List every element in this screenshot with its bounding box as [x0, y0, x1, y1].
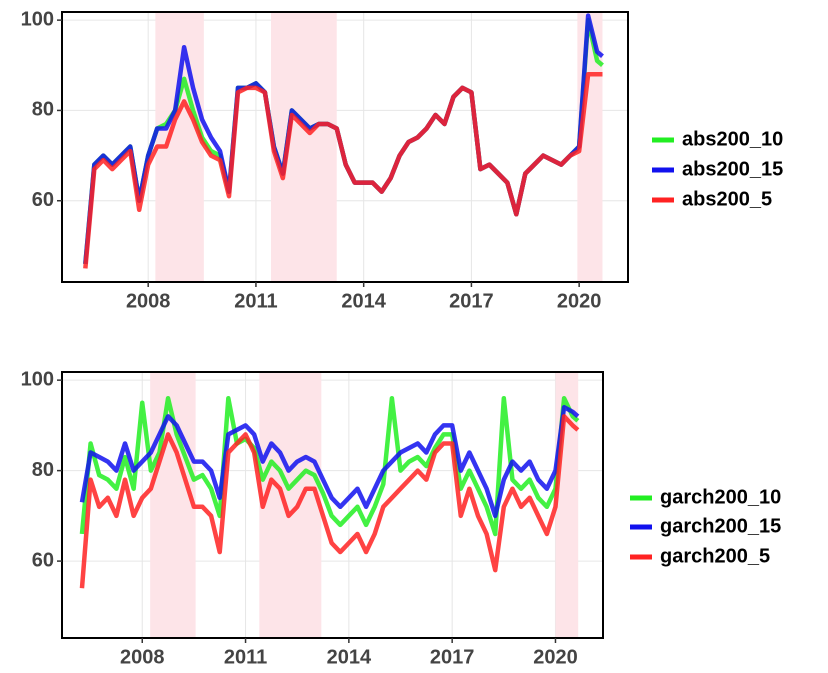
shaded-band — [271, 12, 337, 282]
y-tick-label: 80 — [32, 459, 54, 481]
y-tick-label: 100 — [21, 8, 54, 30]
x-tick-label: 2011 — [234, 290, 277, 312]
x-tick-label: 2008 — [120, 646, 165, 668]
y-tick-label: 60 — [32, 549, 54, 571]
x-tick-label: 2014 — [341, 290, 386, 312]
y-tick-label: 60 — [32, 189, 54, 211]
x-tick-label: 2020 — [533, 646, 578, 668]
panel-border — [61, 371, 604, 639]
legend-label: abs200_15 — [682, 158, 783, 180]
x-tick-label: 2020 — [557, 290, 602, 312]
legend-label: abs200_10 — [682, 128, 783, 150]
y-tick-label: 80 — [32, 99, 54, 121]
legend-label: garch200_15 — [660, 515, 781, 537]
chart: garch200_10 garch200_15 garch200_5 2008 2011… — [21, 368, 782, 668]
chart: abs200_10 abs200_15 abs200_5 2008 2011 2014 20… — [21, 8, 784, 312]
legend-label: garch200_5 — [660, 545, 770, 567]
series-line — [79, 405, 580, 519]
x-tick-label: 2017 — [430, 646, 475, 668]
x-tick-label: 2011 — [224, 646, 267, 668]
panel — [62, 12, 628, 282]
legend-label: abs200_5 — [682, 188, 772, 210]
series-line — [83, 72, 603, 269]
x-tick-label: 2014 — [327, 646, 372, 668]
x-tick-label: 2008 — [126, 290, 171, 312]
panel-border — [61, 11, 629, 283]
series-line — [79, 414, 580, 589]
shaded-band — [259, 372, 322, 638]
legend-label: garch200_10 — [660, 486, 781, 508]
x-tick-label: 2017 — [449, 290, 494, 312]
series-line — [79, 395, 580, 537]
y-tick-label: 100 — [21, 368, 54, 390]
